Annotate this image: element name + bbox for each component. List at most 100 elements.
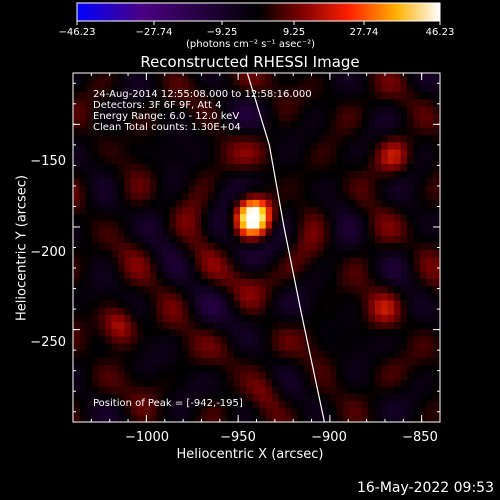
heatmap-cell [297,134,305,143]
heatmap-cell [291,321,299,330]
heatmap-cell [156,263,164,272]
heatmap-cell [374,314,382,322]
heatmap-cell [156,220,164,229]
heatmap-cell [374,213,382,222]
heatmap-cell [304,156,312,164]
heatmap-cell [214,307,222,315]
heatmap-cell [105,386,113,394]
heatmap-cell [150,177,158,186]
heatmap-cell [426,98,434,107]
heatmap-cell [362,98,369,107]
heatmap-cell [381,113,389,121]
heatmap-cell [105,170,113,179]
heatmap-cell [85,263,93,272]
heatmap-cell [195,393,202,402]
heatmap-cell [227,328,235,337]
heatmap-cell [317,220,325,229]
heatmap-cell [272,299,280,308]
heatmap-cell [362,120,369,128]
heatmap-cell [73,235,80,243]
heatmap-cell [284,184,292,193]
heatmap-cell [220,163,228,172]
heatmap-cell [246,98,254,107]
heatmap-cell [291,170,299,179]
heatmap-cell [73,407,80,416]
heatmap-cell [355,98,363,107]
heatmap-cell [169,235,177,243]
heatmap-cell [310,170,318,179]
heatmap-cell [73,321,80,330]
heatmap-cell [259,400,267,409]
heatmap-cell [233,73,241,78]
heatmap-cell [252,414,260,422]
heatmap-cell [259,321,267,330]
heatmap-cell [342,192,350,200]
heatmap-cell [387,170,395,179]
heatmap-cell [111,335,119,344]
heatmap-cell [400,149,408,157]
heatmap-cell [432,386,440,394]
heatmap-cell [169,299,177,308]
heatmap-cell [118,177,125,186]
heatmap-cell [85,285,93,294]
heatmap-cell [387,228,395,236]
heatmap-cell [85,149,93,157]
heatmap-cell [304,285,312,294]
heatmap-cell [137,170,145,179]
heatmap-cell [118,414,125,422]
heatmap-cell [394,357,402,366]
heatmap-cell [387,249,395,258]
heatmap-cell [214,292,222,301]
heatmap-cell [143,105,151,114]
heatmap-cell [387,73,395,78]
heatmap-cell [432,278,440,287]
heatmap-cell [362,393,369,402]
heatmap-cell [111,263,119,272]
heatmap-cell [130,91,138,100]
heatmap-cell [349,299,357,308]
heatmap-cell [342,113,350,121]
heatmap-cell [362,91,369,100]
heatmap-cell [195,249,202,258]
heatmap-cell [413,328,421,337]
heatmap-cell [342,77,350,85]
heatmap-cell [169,213,177,222]
heatmap-cell [407,307,414,315]
heatmap-cell [413,184,421,193]
heatmap-cell [400,242,408,251]
heatmap-cell [79,335,87,344]
heatmap-cell [252,141,260,150]
heatmap-cell [310,328,318,337]
heatmap-cell [323,386,331,394]
heatmap-cell [73,177,80,186]
heatmap-cell [143,192,151,200]
heatmap-cell [195,292,202,301]
heatmap-cell [118,228,125,236]
heatmap-cell [259,271,267,279]
heatmap-cell [291,256,299,265]
heatmap-cell [73,299,80,308]
heatmap-cell [73,213,80,222]
heatmap-cell [92,343,100,351]
heatmap-cell [143,91,151,100]
heatmap-cell [323,414,331,422]
heatmap-cell [252,228,260,236]
heatmap-cell [413,228,421,236]
heatmap-cell [79,285,87,294]
heatmap-cell [426,328,434,337]
heatmap-cell [362,335,369,344]
heatmap-cell [362,357,369,366]
heatmap-cell [175,278,183,287]
heatmap-cell [432,414,440,422]
heatmap-cell [175,73,183,78]
heatmap-cell [137,220,145,229]
heatmap-cell [162,134,170,143]
heatmap-cell [329,364,337,373]
heatmap-cell [207,263,215,272]
heatmap-cell [432,163,440,172]
heatmap-cell [394,98,402,107]
heatmap-cell [214,328,222,337]
heatmap-cell [297,271,305,279]
heatmap-cell [304,292,312,301]
heatmap-cell [323,84,331,93]
